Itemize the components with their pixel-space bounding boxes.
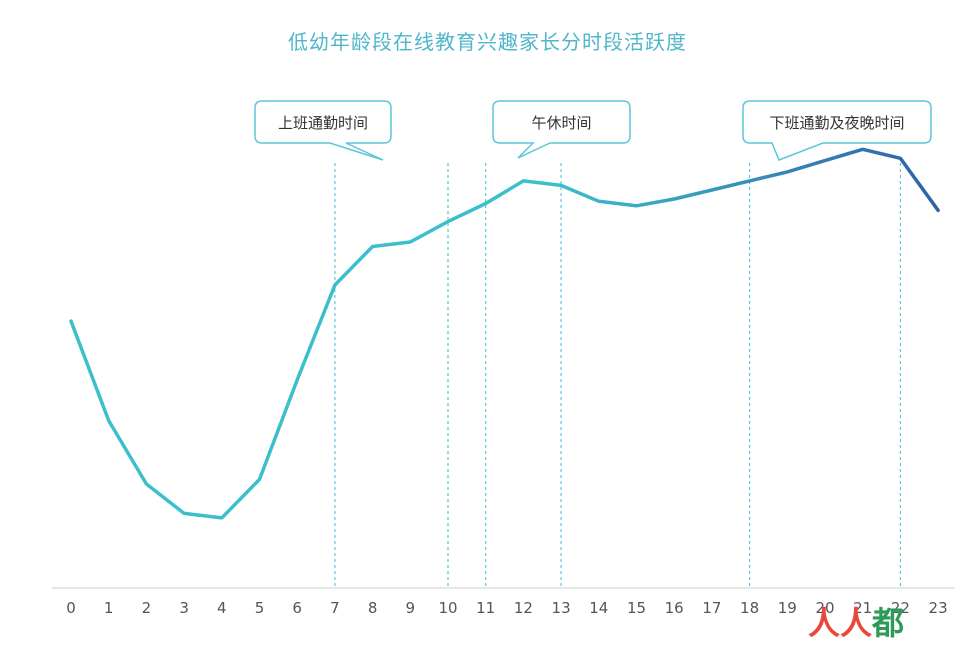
annotation-callout: 午休时间 [492,100,631,159]
x-tick-label: 19 [778,599,797,617]
x-tick-label: 5 [255,599,265,617]
x-tick-label: 22 [891,599,910,617]
series-line [69,147,940,520]
x-tick-label: 10 [438,599,457,617]
watermark-char-1: 人 [808,604,841,642]
x-tick-label: 23 [929,599,948,617]
x-tick-label: 3 [179,599,189,617]
annotation-callout: 下班通勤及夜晚时间 [742,100,932,161]
x-tick-label: 8 [368,599,378,617]
annotation-label: 上班通勤时间 [278,114,368,132]
x-tick-label: 21 [853,599,872,617]
x-tick-label: 11 [476,599,495,617]
x-tick-label: 16 [665,599,684,617]
x-tick-label: 14 [589,599,608,617]
watermark-char-3: 都 [872,604,905,642]
watermark-char-2: 人 [840,604,873,642]
x-tick-label: 4 [217,599,227,617]
x-tick-label: 17 [702,599,721,617]
x-tick-label: 6 [292,599,302,617]
annotation-label: 下班通勤及夜晚时间 [769,114,904,132]
x-tick-label: 0 [66,599,76,617]
x-tick-label: 9 [406,599,416,617]
x-tick-label: 2 [142,599,152,617]
x-tick-label: 1 [104,599,114,617]
x-tick-label: 13 [552,599,571,617]
x-tick-label: 20 [815,599,834,617]
chart-title: 低幼年龄段在线教育兴趣家长分时段活跃度 [288,30,687,54]
x-tick-label: 12 [514,599,533,617]
annotation-label: 午休时间 [531,114,591,132]
annotation-callout: 上班通勤时间 [254,100,392,161]
x-tick-label: 18 [740,599,759,617]
x-tick-label: 15 [627,599,646,617]
x-tick-label: 7 [330,599,340,617]
watermark-logo: 人人都 [808,598,904,644]
